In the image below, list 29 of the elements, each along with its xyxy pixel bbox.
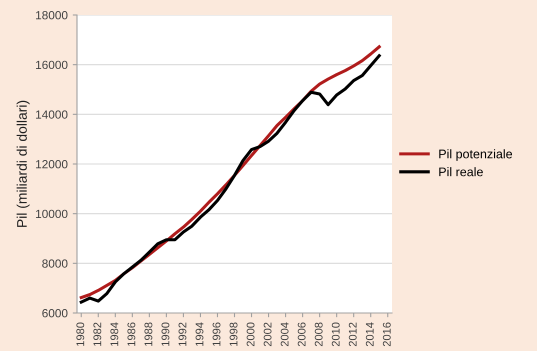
y-axis-title: Pil (miliardi di dollari) xyxy=(16,100,30,227)
x-tick-label: 1992 xyxy=(178,322,186,346)
x-tick-label: 1996 xyxy=(212,322,220,346)
y-tick-label: 16000 xyxy=(36,60,68,70)
y-tick-label: 12000 xyxy=(36,160,68,168)
y-tick-label: 14000 xyxy=(36,110,68,119)
x-tick-label: 2010 xyxy=(332,322,340,346)
x-tick-label: 1998 xyxy=(230,322,238,346)
x-tick-label: 2016 xyxy=(382,322,391,346)
y-tick-label: 6000 xyxy=(42,309,68,318)
x-tick-label: 2012 xyxy=(348,322,357,346)
x-tick-label: 2002 xyxy=(264,322,272,346)
x-tick-label: 1988 xyxy=(144,322,152,346)
x-tick-label: 2014 xyxy=(366,322,374,346)
legend-label: Pil reale xyxy=(439,167,483,176)
x-tick-label: 1986 xyxy=(127,322,136,346)
x-tick-label: 1980 xyxy=(76,322,84,346)
x-tick-label: 2000 xyxy=(246,322,255,346)
x-tick-label: 2004 xyxy=(280,322,289,346)
x-tick-label: 2006 xyxy=(298,322,306,346)
x-tick-label: 1994 xyxy=(196,322,204,346)
x-tick-label: 1984 xyxy=(110,322,118,346)
x-tick-label: 1982 xyxy=(93,322,102,346)
x-tick-label: 1990 xyxy=(162,322,170,346)
y-tick-label: 8000 xyxy=(42,259,68,268)
y-tick-label: 10000 xyxy=(36,210,68,218)
y-tick-label: 18000 xyxy=(36,11,68,20)
legend-label: Pil potenziale xyxy=(439,149,512,161)
x-tick-label: 2008 xyxy=(314,322,323,346)
